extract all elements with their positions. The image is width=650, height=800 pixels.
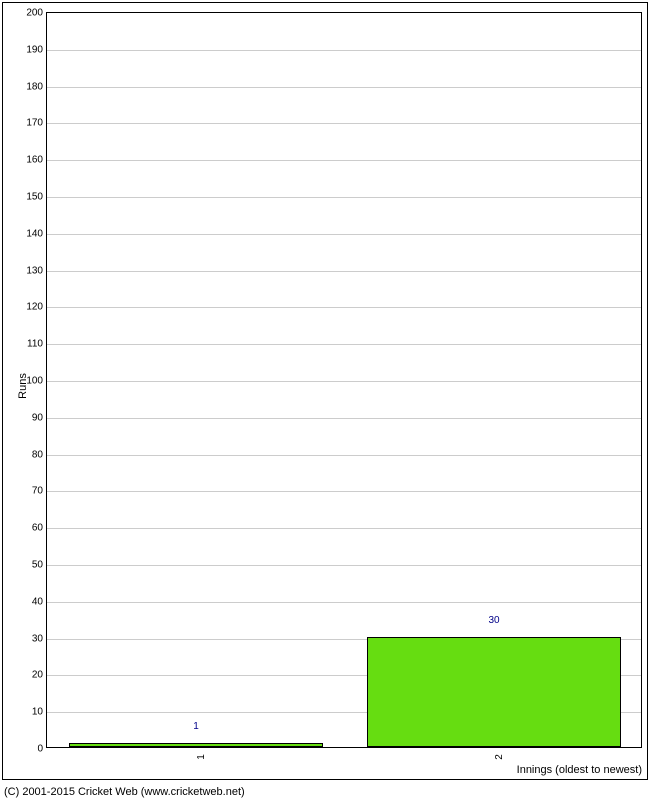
bar-value-label: 30 <box>488 615 499 626</box>
ytick-label: 120 <box>26 302 43 313</box>
gridline <box>47 528 641 529</box>
bar-value-label: 1 <box>193 721 199 732</box>
ytick-label: 20 <box>32 670 43 681</box>
ytick-label: 70 <box>32 486 43 497</box>
ytick-label: 60 <box>32 523 43 534</box>
gridline <box>47 602 641 603</box>
ytick-label: 160 <box>26 155 43 166</box>
ytick-label: 80 <box>32 449 43 460</box>
xtick-label: 2 <box>494 754 505 760</box>
ytick-label: 90 <box>32 412 43 423</box>
ytick-label: 200 <box>26 8 43 19</box>
ytick-label: 110 <box>27 339 43 350</box>
gridline <box>47 491 641 492</box>
gridline <box>47 455 641 456</box>
gridline <box>47 418 641 419</box>
gridline <box>47 381 641 382</box>
copyright-text: (C) 2001-2015 Cricket Web (www.cricketwe… <box>4 786 245 798</box>
gridline <box>47 344 641 345</box>
gridline <box>47 87 641 88</box>
gridline <box>47 307 641 308</box>
ytick-label: 140 <box>26 228 43 239</box>
gridline <box>47 271 641 272</box>
bar <box>69 743 322 747</box>
gridline <box>47 160 641 161</box>
x-axis-title: Innings (oldest to newest) <box>517 764 642 776</box>
ytick-label: 40 <box>32 596 43 607</box>
gridline <box>47 197 641 198</box>
ytick-label: 170 <box>26 118 43 129</box>
ytick-label: 10 <box>32 707 43 718</box>
y-axis-title: Runs <box>17 373 29 399</box>
ytick-label: 30 <box>32 633 43 644</box>
ytick-label: 190 <box>26 44 43 55</box>
xtick-label: 1 <box>196 754 207 760</box>
gridline <box>47 234 641 235</box>
gridline <box>47 50 641 51</box>
ytick-label: 150 <box>26 192 43 203</box>
ytick-label: 180 <box>26 81 43 92</box>
ytick-label: 50 <box>32 560 43 571</box>
bar <box>367 637 620 747</box>
gridline <box>47 123 641 124</box>
gridline <box>47 565 641 566</box>
ytick-label: 130 <box>26 265 43 276</box>
ytick-label: 0 <box>37 744 43 755</box>
chart-container: 0102030405060708090100110120130140150160… <box>0 0 650 800</box>
plot-area: 0102030405060708090100110120130140150160… <box>46 12 642 748</box>
